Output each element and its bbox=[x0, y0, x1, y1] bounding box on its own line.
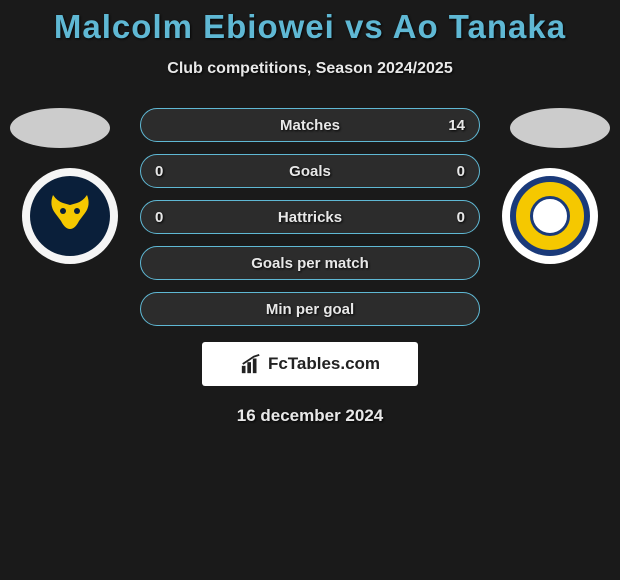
stat-right-value: 0 bbox=[439, 163, 465, 180]
stat-row-goals-per-match: Goals per match bbox=[140, 246, 480, 280]
stat-left-value: 0 bbox=[155, 209, 181, 226]
leeds-badge-inner bbox=[510, 176, 590, 256]
stat-label: Goals bbox=[289, 163, 331, 180]
player-silhouette-left bbox=[10, 108, 110, 148]
stat-row-min-per-goal: Min per goal bbox=[140, 292, 480, 326]
stat-label: Hattricks bbox=[278, 209, 342, 226]
stat-row-goals: 0 Goals 0 bbox=[140, 154, 480, 188]
player-silhouette-right bbox=[510, 108, 610, 148]
stat-left-value: 0 bbox=[155, 163, 181, 180]
club-badge-left bbox=[22, 168, 118, 264]
comparison-card: Malcolm Ebiowei vs Ao Tanaka Club compet… bbox=[0, 0, 620, 426]
stat-right-value: 14 bbox=[439, 117, 465, 134]
stats-area: Matches 14 0 Goals 0 0 Hattricks 0 Goals… bbox=[0, 108, 620, 426]
oxford-badge-inner bbox=[30, 176, 110, 256]
club-badge-right bbox=[502, 168, 598, 264]
brand-box: FcTables.com bbox=[202, 342, 418, 386]
bars-icon bbox=[240, 353, 262, 375]
stat-right-value: 0 bbox=[439, 209, 465, 226]
stat-rows: Matches 14 0 Goals 0 0 Hattricks 0 Goals… bbox=[140, 108, 480, 326]
leeds-rose-icon bbox=[530, 196, 570, 236]
season-subtitle: Club competitions, Season 2024/2025 bbox=[0, 60, 620, 78]
page-title: Malcolm Ebiowei vs Ao Tanaka bbox=[0, 8, 620, 46]
date-label: 16 december 2024 bbox=[0, 406, 620, 426]
stat-row-hattricks: 0 Hattricks 0 bbox=[140, 200, 480, 234]
stat-label: Goals per match bbox=[251, 255, 369, 272]
stat-label: Matches bbox=[280, 117, 340, 134]
ox-head-icon bbox=[41, 187, 99, 245]
stat-label: Min per goal bbox=[266, 301, 354, 318]
stat-row-matches: Matches 14 bbox=[140, 108, 480, 142]
brand-name: FcTables.com bbox=[268, 354, 380, 374]
